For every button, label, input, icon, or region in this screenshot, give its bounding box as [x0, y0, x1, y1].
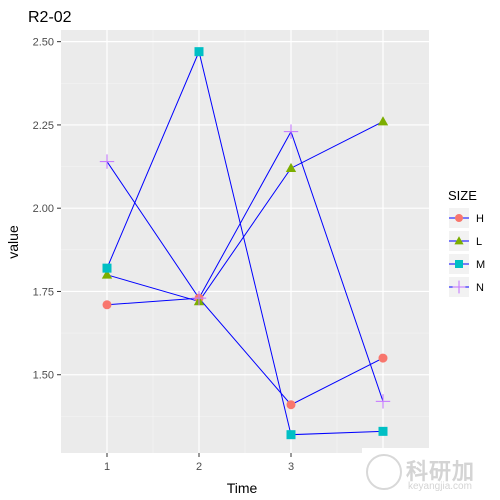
y-tick-label: 2.50 [33, 37, 54, 49]
point-m [378, 426, 388, 436]
x-tick-label: 1 [104, 461, 110, 473]
point-h [378, 353, 388, 363]
point-n [191, 290, 207, 306]
legend-label-n: N [476, 282, 484, 294]
legend-title: SIZE [448, 188, 477, 203]
series-points [99, 47, 391, 440]
legend-key-m [455, 260, 463, 268]
point-n [99, 154, 115, 169]
watermark-logo-icon [366, 454, 402, 490]
point-n [283, 124, 299, 139]
chart-title: R2-02 [28, 9, 72, 26]
series-line-h [106, 297, 384, 406]
x-axis-label: Time [227, 480, 258, 496]
watermark: 科研加 keyangjia.com [362, 448, 500, 500]
point-n [375, 394, 391, 409]
point-l [101, 269, 113, 279]
point-h [102, 300, 112, 310]
point-l [377, 116, 389, 126]
point-m [286, 430, 296, 440]
series-line-n [106, 130, 384, 402]
series-line-l [106, 121, 384, 303]
y-axis-ticks: 1.50 1.75 2.00 2.25 2.50 [33, 37, 61, 382]
y-tick-label: 2.00 [33, 203, 54, 215]
watermark-text: 科研加 [406, 459, 476, 484]
legend-label-h: H [476, 213, 484, 225]
legend-key-l [454, 236, 464, 245]
y-tick-label: 1.50 [33, 370, 54, 382]
grid-lines [61, 30, 429, 453]
watermark-subtext: keyangjia.com [408, 481, 472, 492]
x-tick-label: 2 [196, 461, 202, 473]
y-tick-label: 1.75 [33, 286, 54, 298]
legend-label-l: L [476, 236, 482, 248]
point-l [285, 162, 297, 173]
point-m [194, 47, 204, 57]
point-m [102, 263, 112, 273]
series-lines [106, 50, 384, 436]
y-axis-label: value [5, 225, 21, 259]
y-tick-label: 2.25 [33, 120, 54, 132]
legend-key-h [455, 214, 463, 222]
x-axis-ticks: 1 2 3 [104, 453, 294, 473]
legend-label-m: M [476, 259, 485, 271]
legend-key-n [452, 280, 466, 294]
point-h [286, 400, 296, 410]
series-line-m [106, 50, 384, 436]
x-tick-label: 3 [288, 461, 294, 473]
